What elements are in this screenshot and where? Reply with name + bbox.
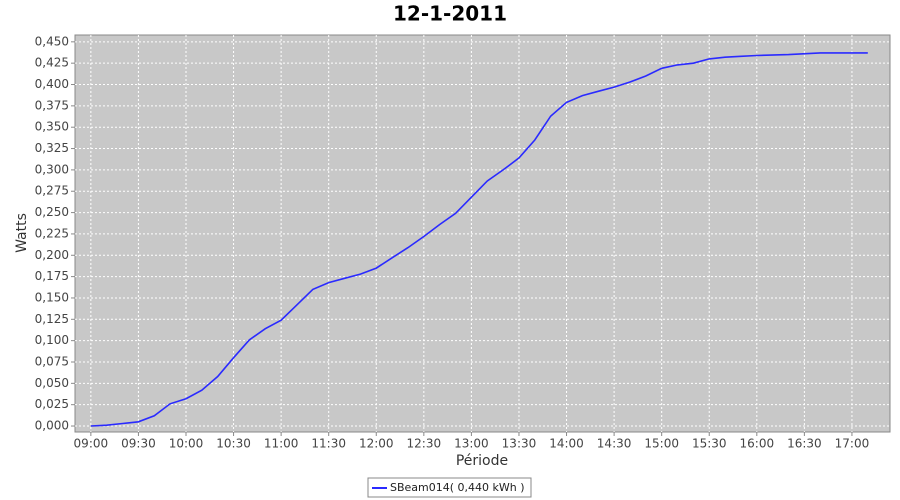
x-tick-label: 15:30 xyxy=(692,437,727,451)
y-tick-label: 0,100 xyxy=(35,333,69,347)
x-tick-label: 11:30 xyxy=(311,437,346,451)
line-series xyxy=(90,52,868,427)
y-axis-label: Watts xyxy=(14,213,30,253)
y-tick-label: 0,175 xyxy=(35,269,69,283)
y-tick-label: 0,000 xyxy=(35,419,69,433)
y-tick-label: 0,250 xyxy=(35,205,69,219)
y-tick-label: 0,125 xyxy=(35,312,69,326)
x-tick-label: 13:30 xyxy=(502,437,537,451)
y-tick-label: 0,200 xyxy=(35,248,69,262)
x-tick-label: 14:30 xyxy=(597,437,632,451)
y-tick-label: 0,325 xyxy=(35,141,69,155)
legend-label: SBeam014( 0,440 kWh ) xyxy=(390,481,525,494)
x-tick-label: 16:00 xyxy=(740,437,775,451)
y-tick-label: 0,050 xyxy=(35,376,69,390)
y-tick-label: 0,300 xyxy=(35,162,69,176)
y-tick-label: 0,375 xyxy=(35,98,69,112)
x-tick-label: 14:00 xyxy=(549,437,584,451)
plot-area xyxy=(74,34,891,433)
y-tick-label: 0,225 xyxy=(35,226,69,240)
y-tick-label: 0,350 xyxy=(35,120,69,134)
x-tick-label: 12:00 xyxy=(359,437,394,451)
x-tick-label: 13:00 xyxy=(454,437,489,451)
x-tick-label: 11:00 xyxy=(264,437,299,451)
x-tick-label: 10:00 xyxy=(169,437,204,451)
x-tick-label: 16:30 xyxy=(787,437,822,451)
x-tick-label: 09:00 xyxy=(74,437,109,451)
x-tick-label: 15:00 xyxy=(644,437,679,451)
x-tick-label: 09:30 xyxy=(121,437,156,451)
y-tick-label: 0,025 xyxy=(35,397,69,411)
y-tick-label: 0,275 xyxy=(35,184,69,198)
y-tick-label: 0,150 xyxy=(35,290,69,304)
chart-title: 12-1-2011 xyxy=(393,2,507,26)
y-tick-label: 0,400 xyxy=(35,77,69,91)
y-tick-label: 0,075 xyxy=(35,354,69,368)
x-tick-label: 12:30 xyxy=(407,437,442,451)
y-tick-label: 0,450 xyxy=(35,34,69,48)
legend xyxy=(367,477,532,498)
y-tick-label: 0,425 xyxy=(35,56,69,70)
x-axis-label: Période xyxy=(456,453,508,469)
x-tick-label: 10:30 xyxy=(216,437,251,451)
x-tick-label: 17:00 xyxy=(835,437,870,451)
